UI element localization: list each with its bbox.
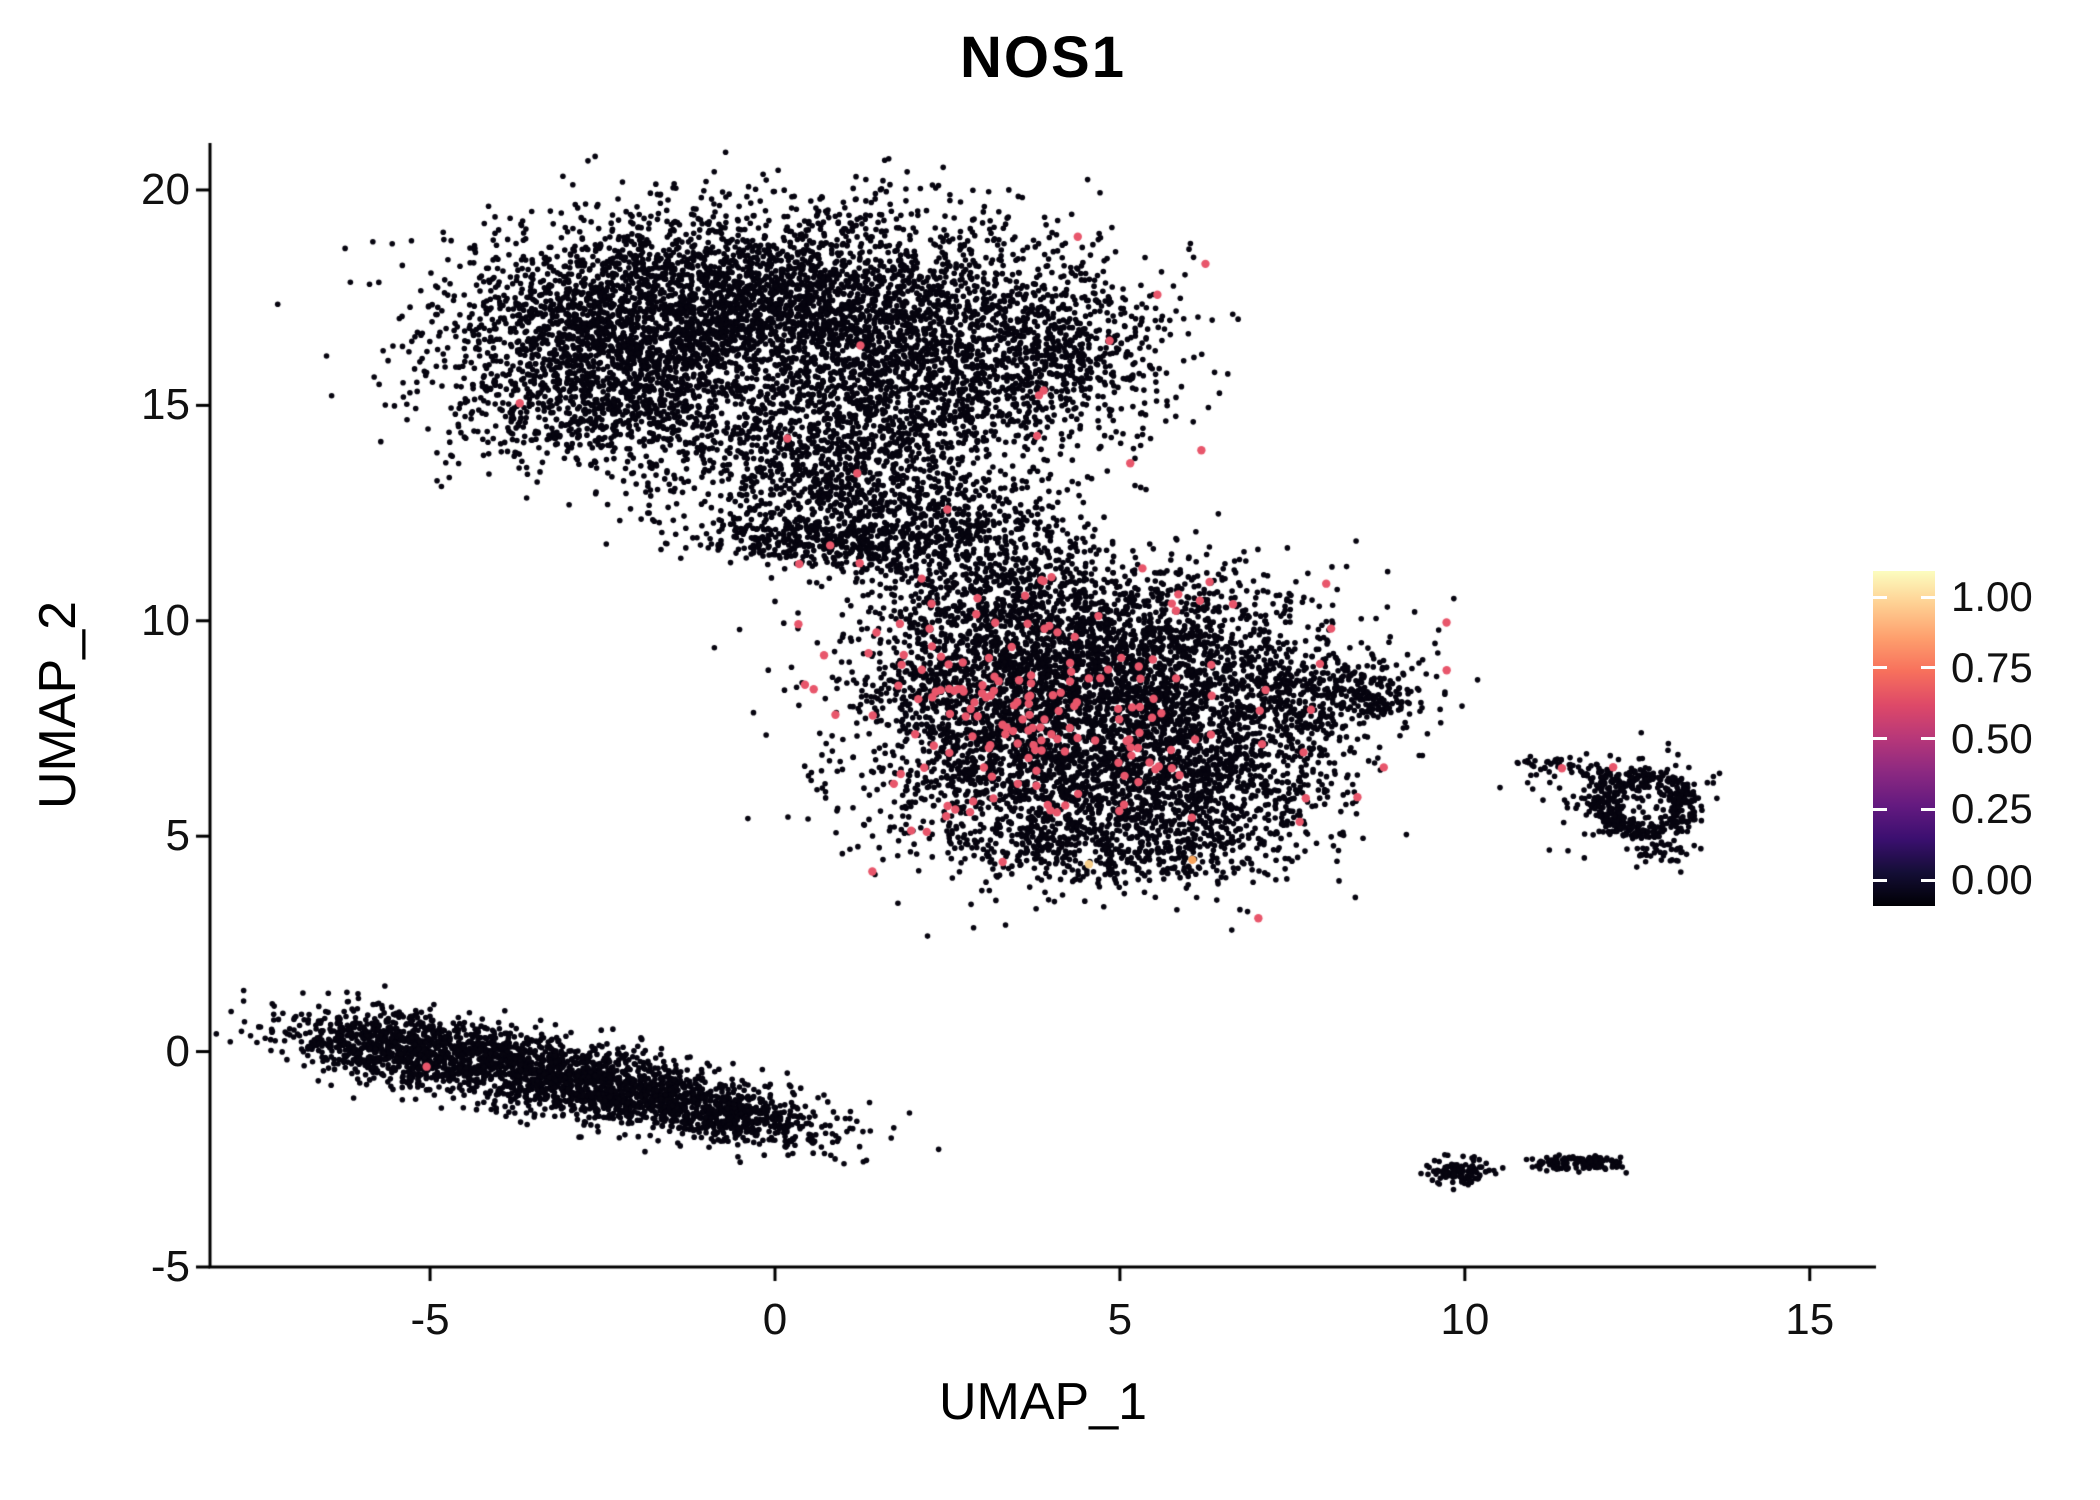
x-tick-label: 5 xyxy=(1107,1295,1133,1344)
colorbar-tick-label: 0.75 xyxy=(1951,643,2033,691)
colorbar-tick-mark xyxy=(1873,807,1887,811)
y-tick-label: 0 xyxy=(165,1026,190,1076)
colorbar-tick-mark xyxy=(1921,595,1935,599)
colorbar-tick-mark xyxy=(1921,666,1935,670)
colorbar-tick-label: 0.25 xyxy=(1951,785,2033,833)
x-tick-label: 0 xyxy=(762,1295,788,1344)
colorbar-tick-mark xyxy=(1873,595,1887,599)
y-tick-label: 5 xyxy=(165,811,190,861)
colorbar-tick-label: 0.50 xyxy=(1951,714,2033,762)
colorbar-tick-mark xyxy=(1873,737,1887,740)
x-tick-label: 10 xyxy=(1440,1295,1490,1344)
x-tick-label: 15 xyxy=(1785,1295,1835,1344)
colorbar-tick-mark xyxy=(1873,666,1887,670)
y-tick-label: 10 xyxy=(141,595,190,645)
y-tick-label: 20 xyxy=(141,164,190,214)
colorbar-tick-label: 1.00 xyxy=(1951,573,2033,620)
x-tick-label: -5 xyxy=(410,1295,450,1344)
y-tick-label: 15 xyxy=(141,380,190,430)
colorbar-tick-mark xyxy=(1921,807,1935,811)
colorbar-tick-mark xyxy=(1873,878,1887,882)
colorbar-tick-mark xyxy=(1921,737,1935,740)
y-tick-label: -5 xyxy=(150,1242,190,1291)
colorbar-tick-label: 0.00 xyxy=(1951,856,2033,903)
colorbar-tick-mark xyxy=(1921,878,1935,882)
